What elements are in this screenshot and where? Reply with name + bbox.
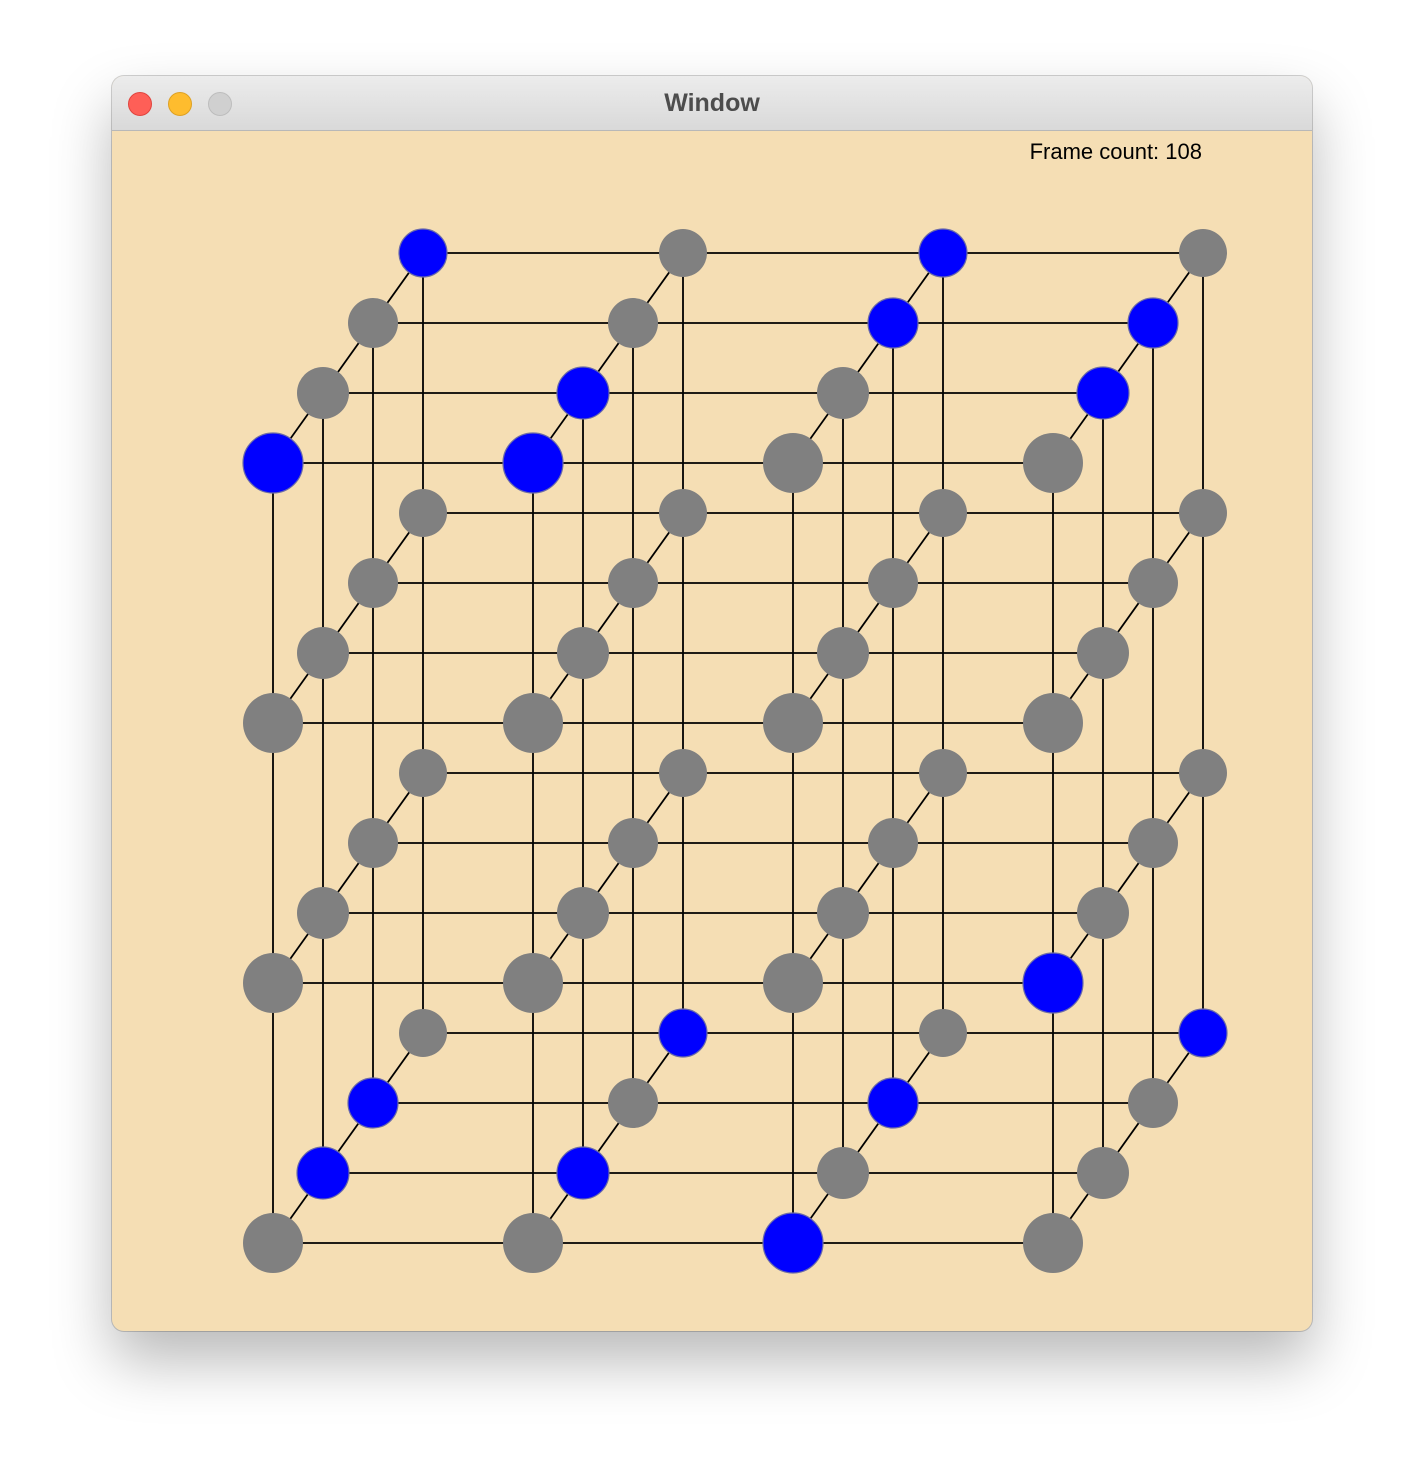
frame-count-label: Frame count: 108 xyxy=(1029,139,1202,164)
lattice-node[interactable] xyxy=(659,229,707,277)
lattice-node[interactable] xyxy=(348,818,398,868)
lattice-node[interactable] xyxy=(919,749,967,797)
lattice-node[interactable] xyxy=(1077,627,1129,679)
lattice-node[interactable] xyxy=(1077,887,1129,939)
lattice-node[interactable] xyxy=(399,489,447,537)
lattice-node[interactable] xyxy=(297,887,349,939)
lattice-node[interactable] xyxy=(503,693,563,753)
lattice-node[interactable] xyxy=(608,298,658,348)
lattice-node[interactable] xyxy=(503,953,563,1013)
lattice-node-active[interactable] xyxy=(762,1212,824,1274)
lattice-node[interactable] xyxy=(243,1213,303,1273)
lattice-node-active[interactable] xyxy=(347,1077,399,1129)
close-button[interactable] xyxy=(128,92,152,116)
lattice-node[interactable] xyxy=(399,1009,447,1057)
lattice-node[interactable] xyxy=(1023,1213,1083,1273)
lattice-node-active[interactable] xyxy=(242,432,304,494)
lattice-node[interactable] xyxy=(243,693,303,753)
lattice-canvas[interactable] xyxy=(112,131,1312,1331)
lattice-node-active[interactable] xyxy=(1076,366,1130,420)
lattice-node-active[interactable] xyxy=(296,1146,350,1200)
lattice-node-active[interactable] xyxy=(556,366,610,420)
lattice-node[interactable] xyxy=(817,627,869,679)
lattice-node[interactable] xyxy=(608,1078,658,1128)
lattice-node-active[interactable] xyxy=(867,1077,919,1129)
lattice-node[interactable] xyxy=(817,1147,869,1199)
lattice-node[interactable] xyxy=(1023,693,1083,753)
minimize-button[interactable] xyxy=(168,92,192,116)
lattice-node[interactable] xyxy=(763,953,823,1013)
lattice-node[interactable] xyxy=(1179,229,1227,277)
lattice-node[interactable] xyxy=(503,1213,563,1273)
lattice-node-active[interactable] xyxy=(556,1146,610,1200)
lattice-node[interactable] xyxy=(919,1009,967,1057)
lattice-node[interactable] xyxy=(1128,1078,1178,1128)
lattice-node[interactable] xyxy=(1023,433,1083,493)
lattice-node[interactable] xyxy=(1128,818,1178,868)
lattice-node-active[interactable] xyxy=(1022,952,1084,1014)
lattice-node[interactable] xyxy=(557,627,609,679)
lattice-node[interactable] xyxy=(868,818,918,868)
lattice-node[interactable] xyxy=(348,558,398,608)
lattice-node[interactable] xyxy=(659,489,707,537)
lattice-node-active[interactable] xyxy=(918,228,968,278)
lattice-node[interactable] xyxy=(817,367,869,419)
title-bar[interactable]: Window xyxy=(112,76,1312,131)
lattice-node[interactable] xyxy=(763,693,823,753)
lattice-node[interactable] xyxy=(608,818,658,868)
lattice-node-active[interactable] xyxy=(398,228,448,278)
lattice-node[interactable] xyxy=(608,558,658,608)
lattice-node[interactable] xyxy=(297,627,349,679)
window-title: Window xyxy=(664,89,760,117)
lattice-node-active[interactable] xyxy=(502,432,564,494)
lattice-node[interactable] xyxy=(297,367,349,419)
lattice-node[interactable] xyxy=(659,749,707,797)
lattice-node[interactable] xyxy=(1077,1147,1129,1199)
lattice-node[interactable] xyxy=(817,887,869,939)
lattice-node-active[interactable] xyxy=(1127,297,1179,349)
lattice-node[interactable] xyxy=(868,558,918,608)
lattice-node[interactable] xyxy=(763,433,823,493)
lattice-node[interactable] xyxy=(557,887,609,939)
lattice-nodes xyxy=(242,228,1228,1274)
lattice-node[interactable] xyxy=(919,489,967,537)
canvas-area[interactable]: Frame count: 108 xyxy=(112,131,1312,1331)
lattice-node[interactable] xyxy=(399,749,447,797)
zoom-button[interactable] xyxy=(208,92,232,116)
lattice-node[interactable] xyxy=(1179,489,1227,537)
lattice-node-active[interactable] xyxy=(867,297,919,349)
lattice-node[interactable] xyxy=(348,298,398,348)
lattice-node-active[interactable] xyxy=(1178,1008,1228,1058)
lattice-node-active[interactable] xyxy=(658,1008,708,1058)
lattice-node[interactable] xyxy=(1128,558,1178,608)
lattice-node[interactable] xyxy=(243,953,303,1013)
app-window: Window Frame count: 108 xyxy=(112,76,1312,1331)
lattice-node[interactable] xyxy=(1179,749,1227,797)
